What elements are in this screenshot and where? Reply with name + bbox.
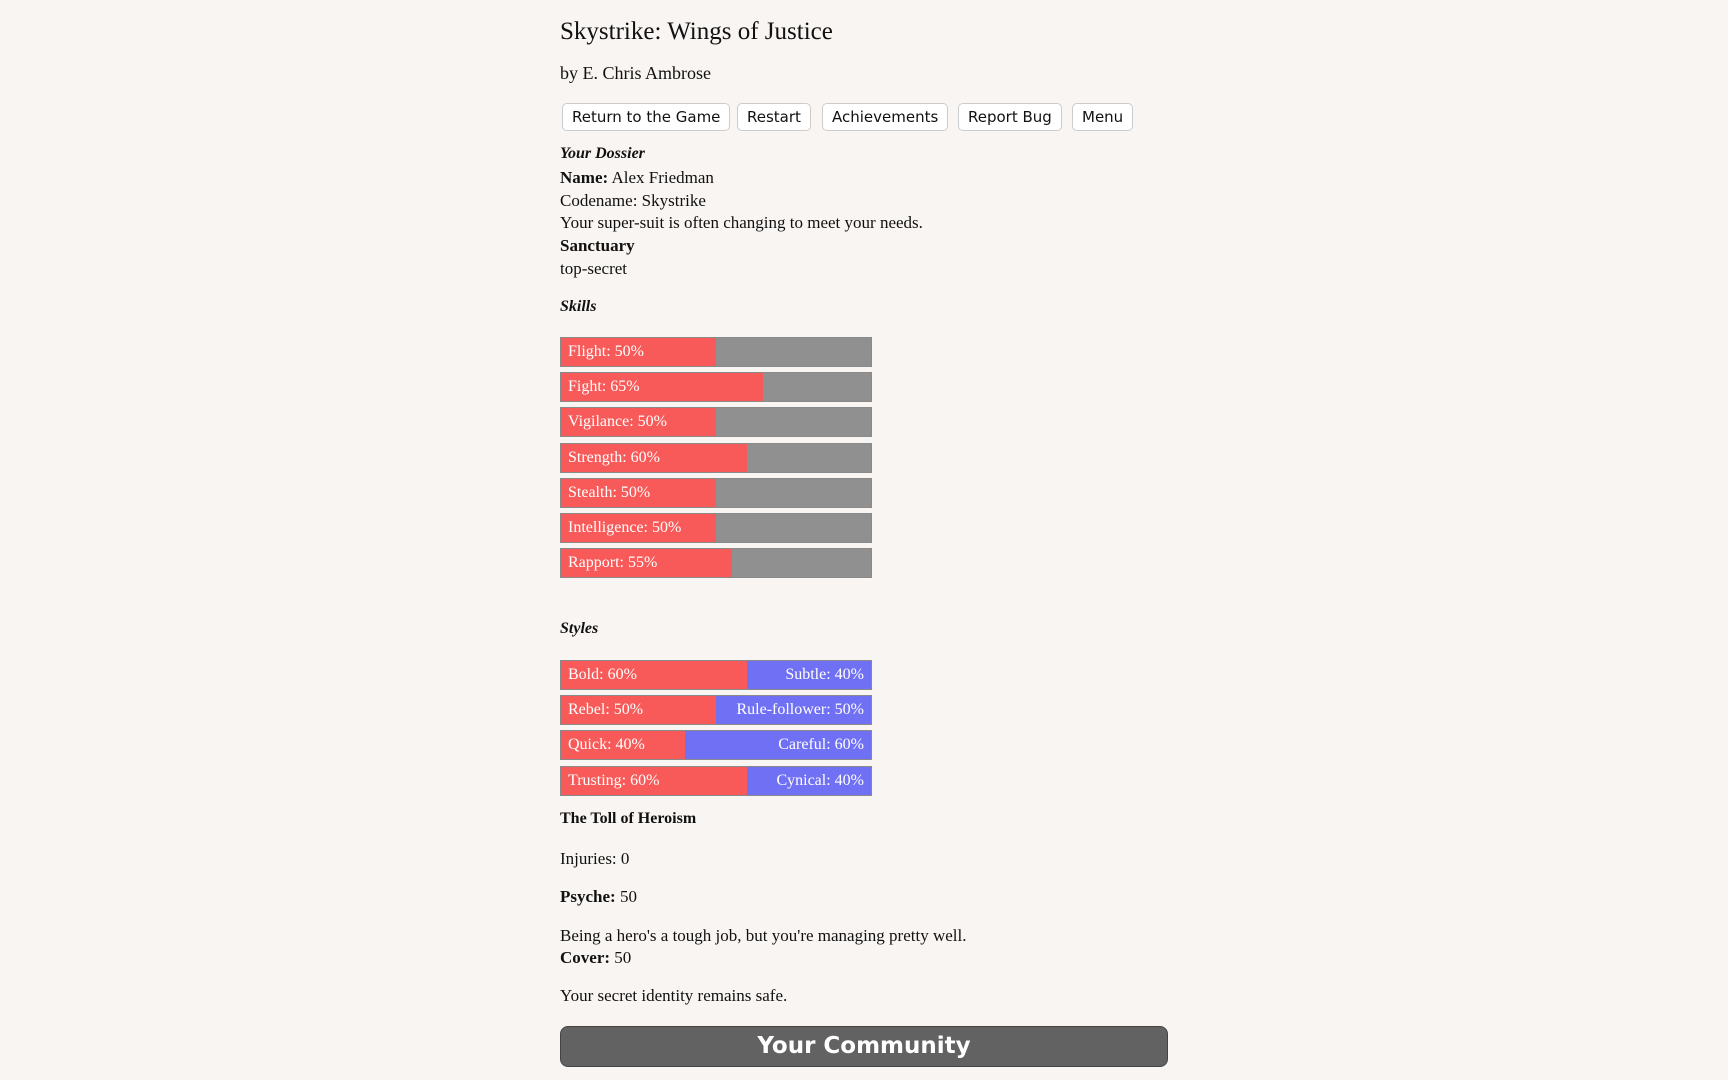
skill-fill — [561, 338, 716, 366]
dossier-heading: Your Dossier — [560, 145, 645, 162]
style-left-label: Trusting: 60% — [568, 771, 660, 789]
style-left-fill — [561, 731, 685, 760]
name: Alex Friedman — [611, 168, 714, 187]
skill-fill — [561, 478, 716, 507]
skill-label: Strength: 60% — [568, 448, 660, 466]
skill-label: Flight: 50% — [568, 343, 645, 360]
skill-fill — [561, 373, 763, 402]
skill-bar: Stealth: 50% — [560, 477, 872, 508]
skill-label: Intelligence: 50% — [568, 519, 682, 536]
style-right-label: Cynical: 40% — [776, 771, 864, 789]
skill-bar: Strength: 60% — [560, 442, 872, 473]
style-left-label: Bold: 60% — [568, 666, 637, 683]
style-right-fill — [747, 661, 871, 689]
skill-bar: Flight: 50% — [560, 337, 872, 367]
author: by E. Chris Ambrose — [560, 63, 711, 83]
injuries: Injuries: 0 — [560, 849, 630, 868]
style-right-fill — [716, 696, 871, 725]
style-right-fill — [685, 731, 871, 760]
style-bar: Trusting: 60% Cynical: 40% — [560, 765, 872, 796]
psyche-text: Being a hero's a tough job, but you're m… — [560, 926, 967, 945]
style-bar: Bold: 60% Subtle: 40% — [560, 660, 872, 690]
skill-bar: Vigilance: 50% — [560, 407, 872, 438]
name-line: Name: Alex Friedman — [560, 168, 714, 188]
menu-button[interactable]: Report Bug — [958, 103, 1062, 131]
skill-label: Stealth: 50% — [568, 483, 651, 501]
cover-label: Cover: — [560, 948, 611, 967]
skill-fill — [561, 408, 716, 437]
psyche-value: 50 — [619, 887, 637, 906]
style-right-label: Rule-follower: 50% — [736, 701, 864, 719]
skill-label: Rapport: 55% — [568, 554, 658, 572]
menu-button[interactable]: Menu — [1072, 103, 1134, 131]
style-left-fill — [561, 696, 716, 725]
skill-bar: Fight: 65% — [560, 372, 872, 403]
style-bar: Rebel: 50% Rule-follower: 50% — [560, 695, 872, 726]
cover-line: Cover: 50 — [560, 948, 631, 968]
style-bar: Quick: 40% Careful: 60% — [560, 730, 872, 761]
name-label: Name: — [560, 168, 609, 187]
community-button[interactable]: Your Community — [560, 1026, 1168, 1067]
skill-fill — [561, 514, 716, 542]
menu-button[interactable]: Return to the Game — [562, 103, 731, 131]
style-left-label: Rebel: 50% — [568, 701, 644, 719]
skill-label: Vigilance: 50% — [568, 413, 668, 431]
game-title: Skystrike: Wings of Justice — [560, 18, 833, 45]
style-left-label: Quick: 40% — [568, 736, 645, 754]
skill-fill — [561, 549, 732, 578]
toll-heading: The Toll of Heroism — [560, 810, 697, 827]
style-right-label: Subtle: 40% — [785, 666, 864, 683]
skill-fill — [561, 443, 747, 472]
skill-bar: Intelligence: 50% — [560, 513, 872, 543]
style-left-fill — [561, 661, 747, 689]
menu-button[interactable]: Achievements — [822, 103, 949, 131]
style-right-fill — [747, 766, 871, 795]
cover-text: Your secret identity remains safe. — [560, 986, 788, 1005]
skill-bar: Rapport: 55% — [560, 548, 872, 579]
menu-button[interactable]: Restart — [737, 103, 811, 131]
sanctuary: top-secret — [560, 259, 628, 278]
style-right-label: Careful: 60% — [778, 736, 864, 754]
cover-value: 50 — [614, 948, 632, 967]
skills-heading: Skills — [560, 298, 597, 315]
psyche-label: Psyche: — [560, 887, 616, 906]
suit-text: Your super-suit is often changing to mee… — [560, 213, 923, 232]
codename: Codename: Skystrike — [560, 191, 706, 210]
sanctuary-label: Sanctuary — [560, 236, 635, 255]
styles-heading: Styles — [560, 620, 599, 637]
skill-label: Fight: 65% — [568, 378, 640, 396]
style-left-fill — [561, 766, 747, 795]
psyche-line: Psyche: 50 — [560, 887, 637, 907]
